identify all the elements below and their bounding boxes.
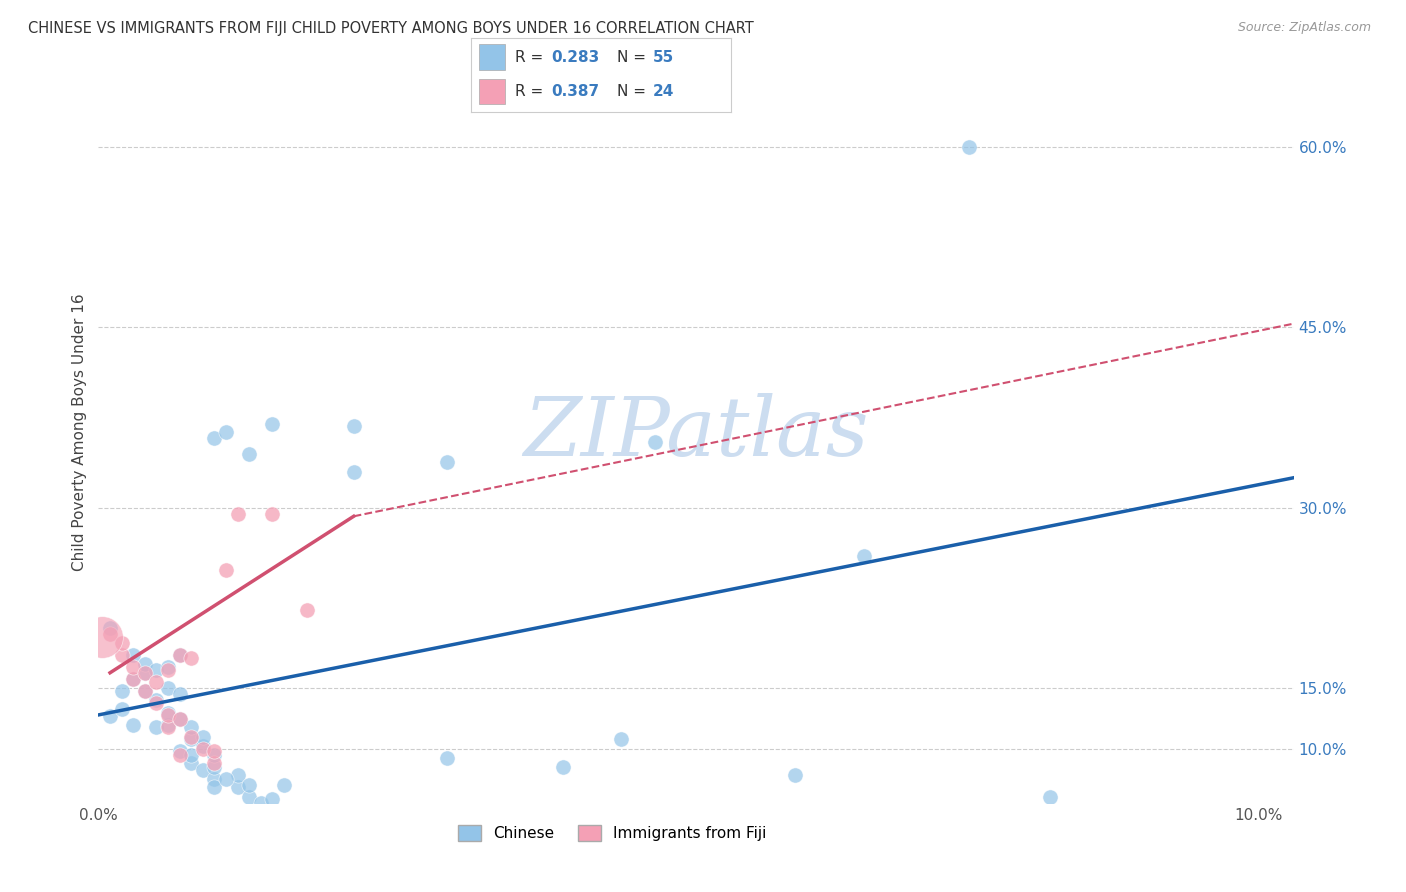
Point	[191, 741, 214, 756]
Point	[169, 712, 191, 726]
Point	[134, 683, 156, 698]
Point	[90, 630, 112, 644]
Point	[273, 778, 295, 792]
Point	[180, 756, 202, 770]
Point	[122, 672, 145, 686]
Point	[111, 648, 134, 662]
Point	[134, 665, 156, 680]
Point	[853, 549, 876, 563]
Point	[157, 659, 180, 673]
Text: R =: R =	[515, 50, 548, 65]
Point	[957, 139, 980, 153]
Point	[134, 683, 156, 698]
Point	[204, 747, 226, 762]
Point	[191, 739, 214, 754]
Point	[157, 717, 180, 731]
Point	[204, 780, 226, 794]
Text: Source: ZipAtlas.com: Source: ZipAtlas.com	[1237, 21, 1371, 34]
Point	[145, 675, 167, 690]
Point	[169, 688, 191, 702]
Point	[783, 768, 806, 782]
Point	[157, 681, 180, 696]
Point	[226, 507, 249, 521]
Point	[111, 702, 134, 716]
Point	[157, 720, 180, 734]
Point	[250, 796, 273, 810]
Point	[157, 706, 180, 720]
Point	[180, 747, 202, 762]
Point	[111, 636, 134, 650]
Point	[169, 747, 191, 762]
Text: CHINESE VS IMMIGRANTS FROM FIJI CHILD POVERTY AMONG BOYS UNDER 16 CORRELATION CH: CHINESE VS IMMIGRANTS FROM FIJI CHILD PO…	[28, 21, 754, 36]
Point	[180, 651, 202, 665]
Text: N =: N =	[617, 50, 651, 65]
Point	[180, 730, 202, 744]
Point	[226, 780, 249, 794]
Point	[215, 772, 238, 786]
Point	[644, 434, 666, 449]
Point	[191, 730, 214, 744]
Point	[204, 760, 226, 774]
Point	[238, 447, 260, 461]
Point	[238, 789, 260, 804]
Point	[122, 717, 145, 731]
Point	[204, 756, 226, 770]
Bar	[479, 45, 505, 70]
Point	[134, 665, 156, 680]
Text: 0.283: 0.283	[551, 50, 600, 65]
Text: 0.387: 0.387	[551, 84, 600, 99]
Text: N =: N =	[617, 84, 651, 99]
Point	[262, 507, 284, 521]
Point	[262, 792, 284, 806]
Point	[226, 768, 249, 782]
Point	[204, 772, 226, 786]
Point	[262, 417, 284, 431]
Point	[145, 693, 167, 707]
Text: R =: R =	[515, 84, 548, 99]
Point	[436, 455, 458, 469]
Point	[436, 751, 458, 765]
Text: 55: 55	[652, 50, 675, 65]
Point	[551, 760, 574, 774]
Y-axis label: Child Poverty Among Boys Under 16: Child Poverty Among Boys Under 16	[72, 293, 87, 572]
Point	[98, 627, 121, 641]
Point	[169, 648, 191, 662]
Point	[122, 648, 145, 662]
Text: 24: 24	[652, 84, 675, 99]
Point	[180, 720, 202, 734]
Point	[609, 731, 631, 746]
Point	[204, 431, 226, 445]
Point	[145, 720, 167, 734]
Point	[169, 712, 191, 726]
Point	[157, 664, 180, 678]
Point	[215, 425, 238, 439]
Text: ZIPatlas: ZIPatlas	[523, 392, 869, 473]
Point	[134, 657, 156, 672]
Point	[111, 683, 134, 698]
Point	[98, 621, 121, 635]
Point	[191, 764, 214, 778]
Legend: Chinese, Immigrants from Fiji: Chinese, Immigrants from Fiji	[453, 819, 772, 847]
Point	[145, 696, 167, 710]
Point	[122, 672, 145, 686]
Point	[98, 709, 121, 723]
Point	[169, 648, 191, 662]
Point	[238, 778, 260, 792]
Point	[343, 419, 366, 434]
Point	[145, 664, 167, 678]
Point	[169, 744, 191, 758]
Point	[215, 564, 238, 578]
Bar	[479, 78, 505, 104]
Point	[157, 707, 180, 722]
Point	[1039, 789, 1062, 804]
Point	[297, 603, 319, 617]
Point	[122, 659, 145, 673]
Point	[180, 731, 202, 746]
Point	[204, 744, 226, 758]
Point	[343, 465, 366, 479]
